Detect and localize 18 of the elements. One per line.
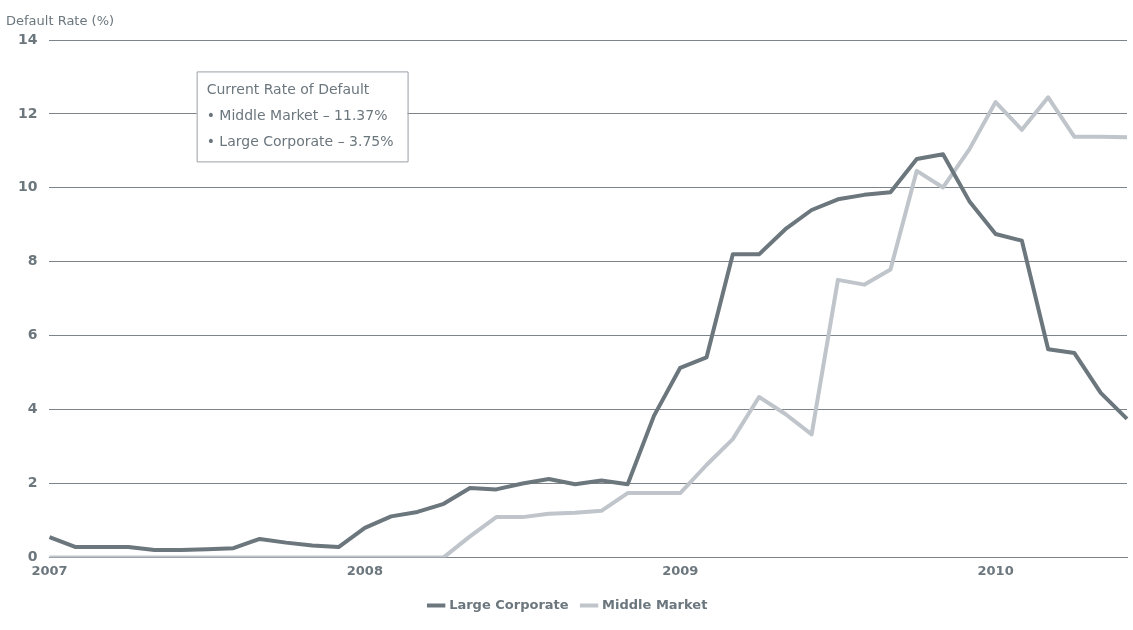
y-tick-label: 10 (18, 178, 38, 195)
annotation: Current Rate of Default (206, 81, 370, 98)
legend-label: Large Corporate (449, 596, 569, 612)
x-tick-label: 2009 (662, 562, 699, 578)
y-axis-title: Default Rate (%) (6, 13, 115, 29)
annotation: • Large Corporate – 3.75% (206, 133, 394, 150)
y-tick-label: 8 (27, 252, 38, 269)
y-tick-label: 6 (27, 326, 38, 343)
legend-label: Middle Market (602, 596, 708, 612)
y-tick-label: 4 (27, 400, 38, 417)
y-tick-label: 0 (27, 548, 38, 565)
y-tick-label: 12 (18, 104, 38, 121)
x-tick-label: 2008 (346, 562, 383, 578)
y-tick-label: 14 (18, 30, 38, 47)
y-tick-label: 2 (27, 474, 38, 491)
x-tick-label: 2010 (977, 562, 1014, 578)
annotation: • Middle Market – 11.37% (206, 107, 388, 124)
x-tick-label: 2007 (31, 562, 68, 578)
